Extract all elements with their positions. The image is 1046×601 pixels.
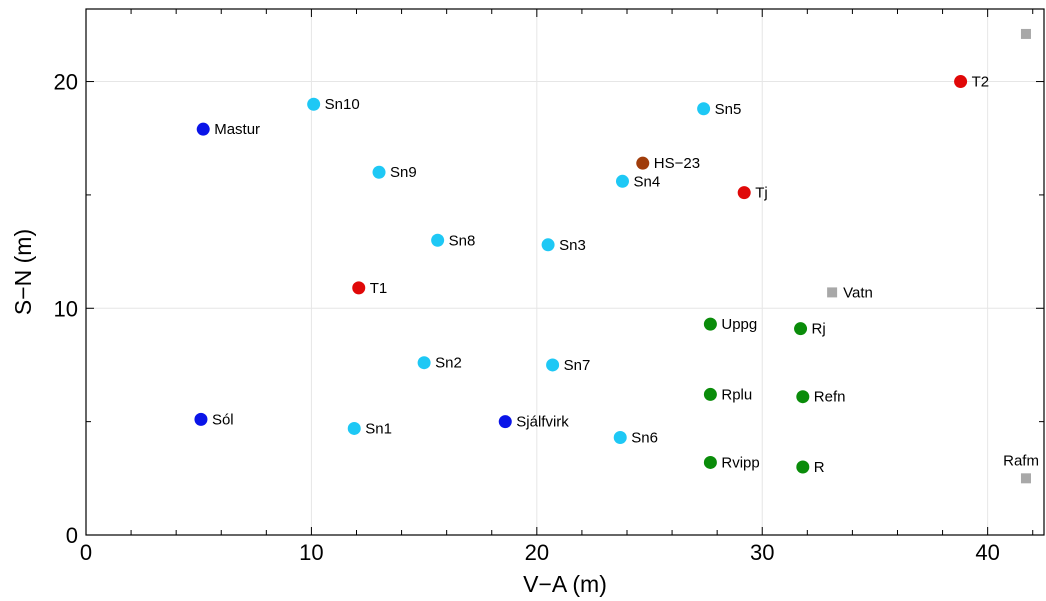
y-axis-label: S−N (m) — [10, 229, 36, 315]
data-point — [417, 356, 431, 370]
x-tick-label: 30 — [750, 540, 774, 565]
data-point — [498, 415, 512, 429]
y-tick-label: 0 — [66, 523, 78, 548]
point-label: Refn — [814, 389, 846, 406]
point-label: Sn5 — [715, 101, 742, 118]
point-label: Sn9 — [390, 164, 417, 181]
data-point — [954, 75, 968, 89]
point-label: R — [814, 459, 825, 476]
data-point — [737, 186, 751, 200]
point-label: Vatn — [843, 284, 873, 301]
point-label: Sn10 — [325, 96, 360, 113]
data-points: Mastur Sól Sjálfvirk Sn10 Sn9 Sn8 Sn3 Sn2 Sn7 Sn1… — [194, 28, 1039, 484]
x-tick-label: 40 — [975, 540, 999, 565]
data-point — [794, 322, 808, 336]
data-point — [347, 421, 361, 435]
tick-labels: 0 10 20 30 40 0 10 20 — [54, 70, 1000, 565]
data-point — [636, 156, 650, 170]
data-point — [697, 102, 711, 116]
data-point — [546, 358, 560, 372]
point-label: Uppg — [721, 316, 757, 333]
y-tick-label: 20 — [54, 70, 78, 95]
point-label: Rplu — [721, 386, 752, 403]
x-tick-label: 0 — [80, 540, 92, 565]
plot-background — [86, 9, 1044, 535]
data-point — [541, 238, 555, 252]
point-label: T2 — [972, 74, 990, 91]
point-label: HS−23 — [654, 155, 700, 172]
data-point — [194, 412, 208, 426]
data-point — [613, 431, 627, 445]
data-point — [615, 174, 629, 188]
data-point — [827, 287, 838, 298]
data-point — [703, 387, 717, 401]
data-point — [796, 460, 810, 474]
point-label: Sn4 — [633, 173, 660, 190]
data-point — [1020, 473, 1031, 484]
plot-frame — [85, 8, 1045, 536]
gridlines — [86, 9, 1044, 535]
data-point — [352, 281, 366, 295]
data-point — [431, 233, 445, 247]
point-label: Sn8 — [449, 232, 476, 249]
point-label: Rvipp — [721, 454, 759, 471]
point-label: Sn3 — [559, 237, 586, 254]
data-point — [796, 390, 810, 404]
y-tick-label: 10 — [54, 296, 78, 321]
data-point — [307, 97, 321, 111]
point-label: Rj — [812, 321, 826, 338]
x-tick-label: 20 — [525, 540, 549, 565]
point-label: Sól — [212, 411, 234, 428]
point-label: Sn2 — [435, 355, 462, 372]
data-point — [196, 122, 210, 136]
data-point — [703, 317, 717, 331]
x-tick-label: 10 — [299, 540, 323, 565]
data-point — [703, 455, 717, 469]
point-label: T1 — [370, 280, 388, 297]
point-label: Mastur — [214, 121, 260, 138]
data-point — [1020, 28, 1031, 39]
x-axis-label: V−A (m) — [523, 571, 607, 597]
point-label: Sn7 — [564, 357, 591, 374]
point-label: Sjálfvirk — [516, 414, 569, 431]
point-label: Rafm — [1003, 452, 1039, 469]
point-label: Sn6 — [631, 430, 658, 447]
point-label: Sn1 — [365, 420, 392, 437]
data-point — [372, 165, 386, 179]
point-label: Tj — [755, 185, 768, 202]
